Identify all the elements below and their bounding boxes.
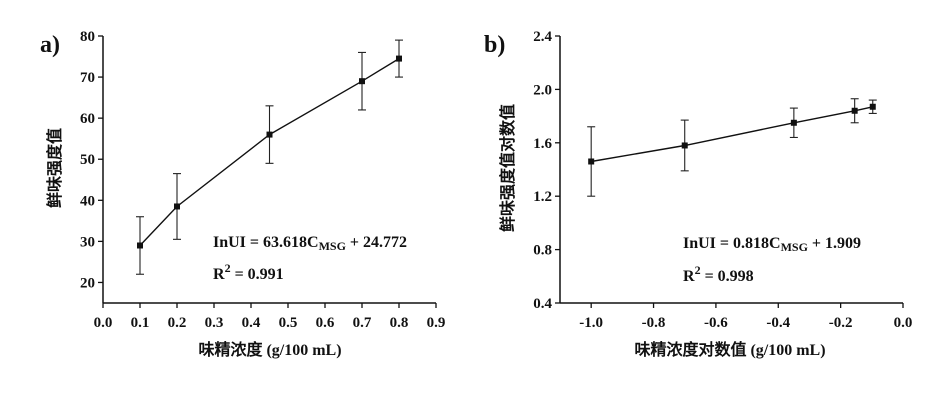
panel-b-equation-prefix: InUI = 0.818C (683, 235, 781, 252)
panel-b-y-ticks: 0.4 0.8 1.2 1.6 2.0 2.4 (533, 29, 560, 312)
panel-a-data-point (396, 56, 402, 62)
panel-a-x-tick-label: 0.5 (279, 315, 298, 331)
panel-b-x-tick-label: 0.0 (894, 315, 913, 331)
panel-b-equation: InUI = 0.818CMSG + 1.909 (683, 235, 861, 254)
panel-a-axes (103, 36, 436, 303)
panel-a-equation: InUI = 63.618CMSG + 24.772 (213, 234, 407, 253)
panel-a-x-tick-label: 0.1 (131, 315, 150, 331)
panel-b-y-axis-title: 鲜味强度值对数值 (498, 104, 517, 232)
panel-a-x-tick-label: 0.9 (427, 315, 446, 331)
panel-a-label: a) (40, 32, 60, 58)
panel-a-data-point (137, 242, 143, 248)
panel-b-data-point (852, 108, 858, 114)
panel-a-x-tick-label: 0.3 (205, 315, 224, 331)
panel-b-data-point (870, 104, 876, 110)
panel-b-data-point (588, 158, 594, 164)
panel-a-r2-suffix: = 0.991 (231, 266, 284, 283)
panel-a-y-tick-label: 40 (80, 193, 95, 209)
panel-b-x-ticks: -1.0 -0.8 -0.6 -0.4 -0.2 0.0 (579, 303, 912, 331)
panel-a-y-tick-label: 70 (80, 70, 95, 86)
panel-b-y-tick-label: 2.4 (533, 29, 552, 45)
panel-b-r-squared: R2 = 0.998 (683, 263, 754, 285)
panel-b-label: b) (484, 32, 505, 58)
panel-b: b) -1.0 -0.8 -0.6 -0.4 -0.2 0.0 0.4 0.8 1.2 1.6 2… (484, 29, 912, 359)
panel-a-equation-subscript: MSG (319, 239, 346, 253)
panel-b-series-line (591, 107, 873, 162)
panel-a-x-tick-label: 0.2 (168, 315, 187, 331)
panel-b-equation-subscript: MSG (781, 240, 808, 254)
panel-b-axes (560, 36, 903, 303)
panel-a-x-tick-label: 0.6 (316, 315, 335, 331)
panel-a-y-tick-label: 80 (80, 29, 95, 45)
panel-a-x-tick-label: 0.7 (353, 315, 372, 331)
panel-a-y-tick-label: 60 (80, 111, 95, 127)
panel-a-x-tick-label: 0.4 (242, 315, 261, 331)
panel-a-y-ticks: 20 30 40 50 60 70 80 (80, 29, 103, 291)
panel-a-equation-prefix: InUI = 63.618C (213, 234, 319, 251)
panel-a-r-squared: R2 = 0.991 (213, 261, 284, 283)
panel-b-y-tick-label: 1.6 (533, 136, 552, 152)
panel-a-y-tick-label: 50 (80, 152, 95, 168)
panel-b-data-point (791, 120, 797, 126)
panel-a-r2-prefix: R (213, 266, 225, 283)
panel-a-equation-suffix: + 24.772 (346, 234, 407, 251)
panel-b-equation-suffix: + 1.909 (808, 235, 861, 252)
panel-b-x-tick-label: -1.0 (579, 315, 603, 331)
panel-a-data-point (174, 203, 180, 209)
panel-a-y-axis-title: 鲜味强度值 (45, 128, 64, 208)
panel-a-x-ticks: 0.0 0.1 0.2 0.3 0.4 0.5 0.6 0.7 0.8 0.9 (94, 303, 446, 331)
panel-b-r2-suffix: = 0.998 (701, 268, 754, 285)
panel-b-data-point (682, 142, 688, 148)
panel-b-series (587, 99, 877, 196)
panel-b-x-tick-label: -0.2 (829, 315, 853, 331)
panel-b-y-tick-label: 0.8 (533, 243, 552, 259)
panel-b-x-tick-label: -0.8 (642, 315, 666, 331)
panel-b-y-tick-label: 1.2 (533, 189, 552, 205)
panel-b-x-tick-label: -0.6 (704, 315, 728, 331)
panel-b-y-tick-label: 0.4 (533, 296, 552, 312)
panel-b-y-tick-label: 2.0 (533, 82, 552, 98)
panel-a-data-point (359, 78, 365, 84)
panel-b-x-axis-title: 味精浓度对数值 (g/100 mL) (634, 340, 825, 359)
panel-a: a) 0.0 0.1 0.2 0.3 0.4 0.5 0.6 0.7 0.8 0.9 20 30 40… (40, 29, 445, 359)
panel-a-y-tick-label: 20 (80, 275, 95, 291)
panel-b-x-tick-label: -0.4 (766, 315, 790, 331)
panel-a-x-axis-title: 味精浓度 (g/100 mL) (198, 340, 341, 359)
panel-a-data-point (267, 132, 273, 138)
panel-a-x-tick-label: 0.8 (390, 315, 409, 331)
panel-a-y-tick-label: 30 (80, 234, 95, 250)
panel-b-r2-prefix: R (683, 268, 695, 285)
panel-a-x-tick-label: 0.0 (94, 315, 113, 331)
